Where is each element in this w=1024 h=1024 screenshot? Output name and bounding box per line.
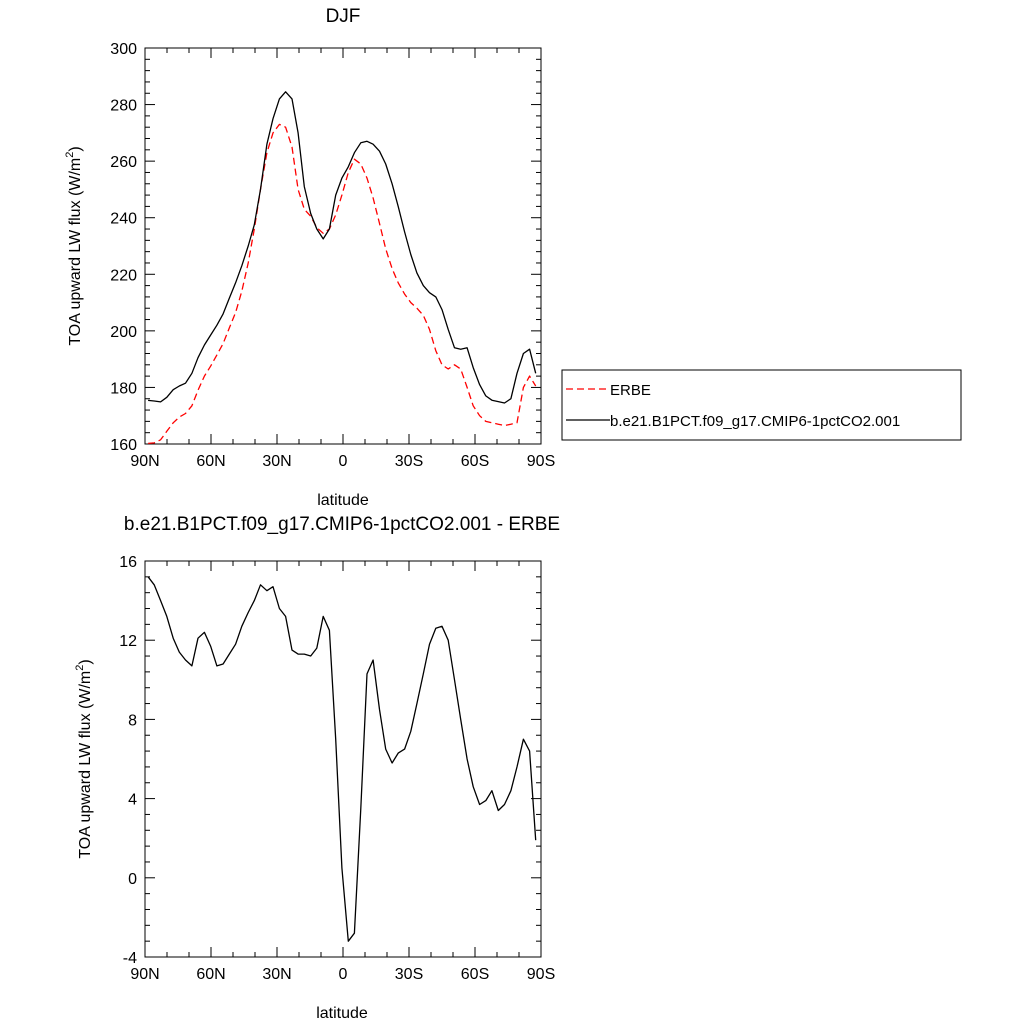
x-tick-label: 90N <box>130 966 159 983</box>
bottom-chart-y-axis-label-end: ) <box>77 659 94 664</box>
legend-label-erbe: ERBE <box>610 382 651 399</box>
bottom-chart-x-ticks: 90N 60N 30N 0 30S 60S 90S <box>130 561 555 983</box>
bottom-chart-y-ticks: -4 0 4 8 12 16 <box>119 554 541 967</box>
y-tick-label: 220 <box>110 267 137 284</box>
y-tick-label: 180 <box>110 380 137 397</box>
bottom-chart: b.e21.B1PCT.f09_g17.CMIP6-1pctCO2.001 - … <box>74 514 560 1022</box>
x-tick-label: 90S <box>527 453 555 470</box>
y-tick-label: 280 <box>110 98 137 115</box>
x-tick-label: 30S <box>395 966 423 983</box>
top-chart-plot-frame <box>144 47 542 445</box>
y-tick-label: 0 <box>128 871 137 888</box>
y-tick-label: 8 <box>128 712 137 729</box>
top-chart-y-ticks: 160 180 200 220 240 260 280 300 <box>110 41 541 454</box>
x-tick-label: 90S <box>527 966 555 983</box>
bottom-chart-series-line-0 <box>147 576 537 942</box>
top-chart-series-line-0 <box>148 123 537 445</box>
bottom-chart-plot-frame <box>144 560 542 958</box>
top-chart-title: DJF <box>326 6 361 27</box>
top-chart: DJF 90N 60N 30N 0 30S 60S 90S 160 180 200 220 240 2… <box>64 6 962 509</box>
bottom-chart-x-axis-label: latitude <box>316 1005 368 1022</box>
legend-box <box>561 369 962 441</box>
legend: ERBE b.e21.B1PCT.f09_g17.CMIP6-1pctCO2.0… <box>561 369 962 441</box>
x-tick-label: 60N <box>196 453 225 470</box>
y-tick-label: 16 <box>119 554 137 571</box>
bottom-chart-title: b.e21.B1PCT.f09_g17.CMIP6-1pctCO2.001 - … <box>124 514 560 535</box>
x-tick-label: 60S <box>461 453 489 470</box>
y-tick-label: 240 <box>110 211 137 228</box>
x-tick-label: 30N <box>262 966 291 983</box>
bottom-chart-y-axis-label: TOA upward LW flux (W/m2) <box>74 659 94 858</box>
x-tick-label: 90N <box>130 453 159 470</box>
bottom-chart-y-axis-label-sup: 2 <box>74 665 86 671</box>
top-chart-y-axis-label-end: ) <box>67 146 84 151</box>
y-tick-label: 300 <box>110 41 137 58</box>
x-tick-label: 30S <box>395 453 423 470</box>
y-tick-label: 12 <box>119 633 137 650</box>
top-chart-y-axis-label: TOA upward LW flux (W/m2) <box>64 146 84 345</box>
y-tick-label: 4 <box>128 792 137 809</box>
x-tick-label: 0 <box>339 966 348 983</box>
top-chart-series-line-1 <box>148 91 537 404</box>
y-tick-label: 160 <box>110 437 137 454</box>
top-chart-y-axis-label-sup: 2 <box>64 152 76 158</box>
top-chart-series <box>148 91 537 445</box>
y-tick-label: 200 <box>110 324 137 341</box>
top-chart-y-axis-label-main: TOA upward LW flux (W/m <box>67 158 84 346</box>
y-tick-label: -4 <box>123 950 137 967</box>
x-tick-label: 60S <box>461 966 489 983</box>
bottom-chart-y-axis-label-main: TOA upward LW flux (W/m <box>77 671 94 859</box>
bottom-chart-series <box>147 576 537 942</box>
x-tick-label: 30N <box>262 453 291 470</box>
top-chart-x-ticks: 90N 60N 30N 0 30S 60S 90S <box>130 48 555 470</box>
x-tick-label: 60N <box>196 966 225 983</box>
x-tick-label: 0 <box>339 453 348 470</box>
legend-label-model: b.e21.B1PCT.f09_g17.CMIP6-1pctCO2.001 <box>610 413 900 430</box>
top-chart-x-axis-label: latitude <box>317 492 369 509</box>
y-tick-label: 260 <box>110 154 137 171</box>
